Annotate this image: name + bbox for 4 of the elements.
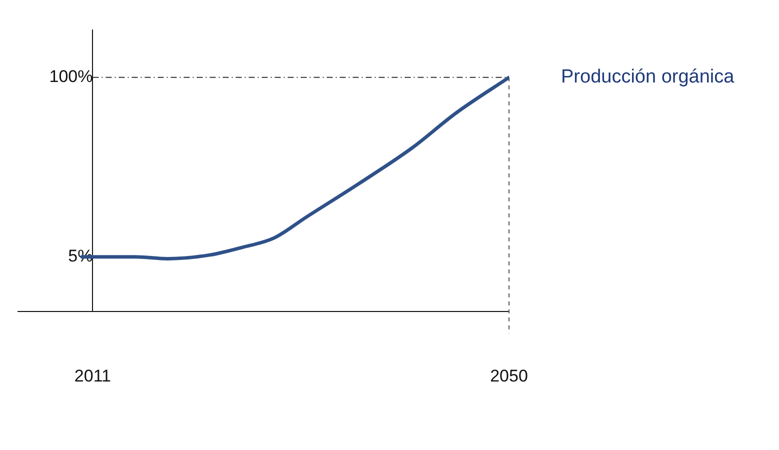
x-tick-label: 2050 bbox=[490, 366, 528, 386]
y-tick-label: 100% bbox=[49, 67, 93, 86]
text: Producción orgánica bbox=[561, 66, 735, 88]
x-tick-label: 2011 bbox=[74, 366, 111, 386]
